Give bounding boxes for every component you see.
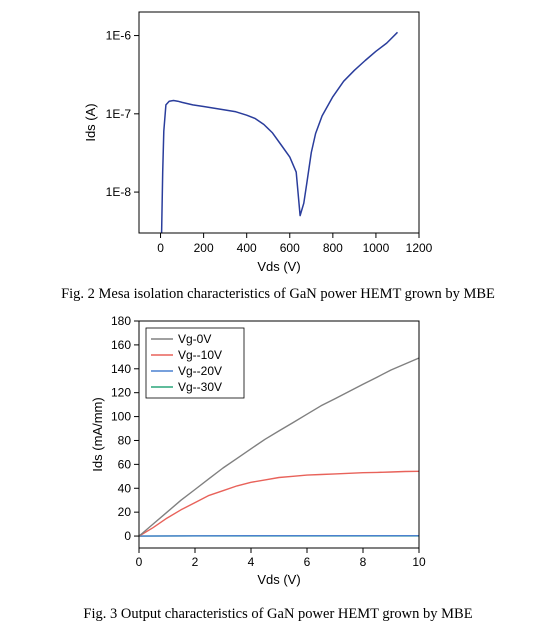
chart-mesa-isolation: 0 200 400 600 800 1000 1200 1E-8 1E-7 1E-6 Vds (… — [83, 11, 433, 274]
chart2-x-tick-label: 0 — [136, 555, 143, 569]
chart2-x-tick-label: 6 — [304, 555, 311, 569]
chart2-y-tick-label: 180 — [111, 314, 131, 328]
chart2-legend: Vg-0V Vg--10V Vg--20V Vg--30V — [145, 327, 245, 399]
figure3-caption: Fig. 3 Output characteristics of GaN pow… — [83, 606, 472, 622]
chart2-series-line-2 — [138, 470, 420, 537]
chart2-plot-frame — [138, 320, 420, 549]
chart2-x-tick-label: 8 — [360, 555, 367, 569]
chart1-x-tick-label: 800 — [323, 241, 343, 255]
chart2-y-tick-label: 100 — [111, 410, 131, 424]
chart2-y-tick-label: 60 — [118, 457, 132, 471]
chart2-x-tick-label: 4 — [248, 555, 255, 569]
chart2-x-axis-label: Vds (V) — [257, 572, 300, 587]
chart2-legend-entry: Vg--20V — [178, 364, 222, 378]
chart2-y-axis-label: Ids (mA/mm) — [90, 397, 105, 471]
chart2-series-line-1 — [138, 357, 420, 537]
chart1-y-axis-label: Ids (A) — [83, 103, 98, 141]
chart1-x-tick-label: 200 — [194, 241, 214, 255]
chart1-x-tick-label: 0 — [157, 241, 164, 255]
chart2-y-tick-label: 80 — [118, 433, 132, 447]
chart2-y-tick-label: 140 — [111, 362, 131, 376]
chart1-y-tick-label: 1E-6 — [106, 29, 132, 43]
chart2-legend-entry: Vg--30V — [178, 380, 222, 394]
chart1-x-tick-label: 1000 — [363, 241, 390, 255]
chart2-y-tick-label: 40 — [118, 481, 132, 495]
chart1-x-tick-label: 1200 — [406, 241, 433, 255]
chart2-y-tick-label: 160 — [111, 338, 131, 352]
chart1-x-tick-label: 400 — [237, 241, 257, 255]
chart1-y-tick-label: 1E-7 — [106, 107, 132, 121]
chart-output-characteristics: 0 2 4 6 8 10 0 20 40 60 80 100 120 140 160 180 Vds (V)… — [90, 314, 426, 587]
chart2-x-tick-label: 10 — [412, 555, 426, 569]
figure2-caption: Fig. 2 Mesa isolation characteristics of… — [61, 286, 495, 302]
chart1-y-tick-label: 1E-8 — [106, 185, 132, 199]
chart1-x-axis-label: Vds (V) — [257, 259, 300, 274]
chart1-plot-frame — [138, 11, 420, 234]
chart2-y-tick-label: 20 — [118, 505, 132, 519]
chart2-y-tick-label: 0 — [124, 529, 131, 543]
chart1-series-line — [160, 31, 399, 234]
chart1-x-tick-label: 600 — [280, 241, 300, 255]
chart2-legend-entry: Vg--10V — [178, 348, 222, 362]
chart2-y-tick-label: 120 — [111, 386, 131, 400]
chart2-x-tick-label: 2 — [192, 555, 199, 569]
chart2-legend-entry: Vg-0V — [178, 332, 211, 346]
